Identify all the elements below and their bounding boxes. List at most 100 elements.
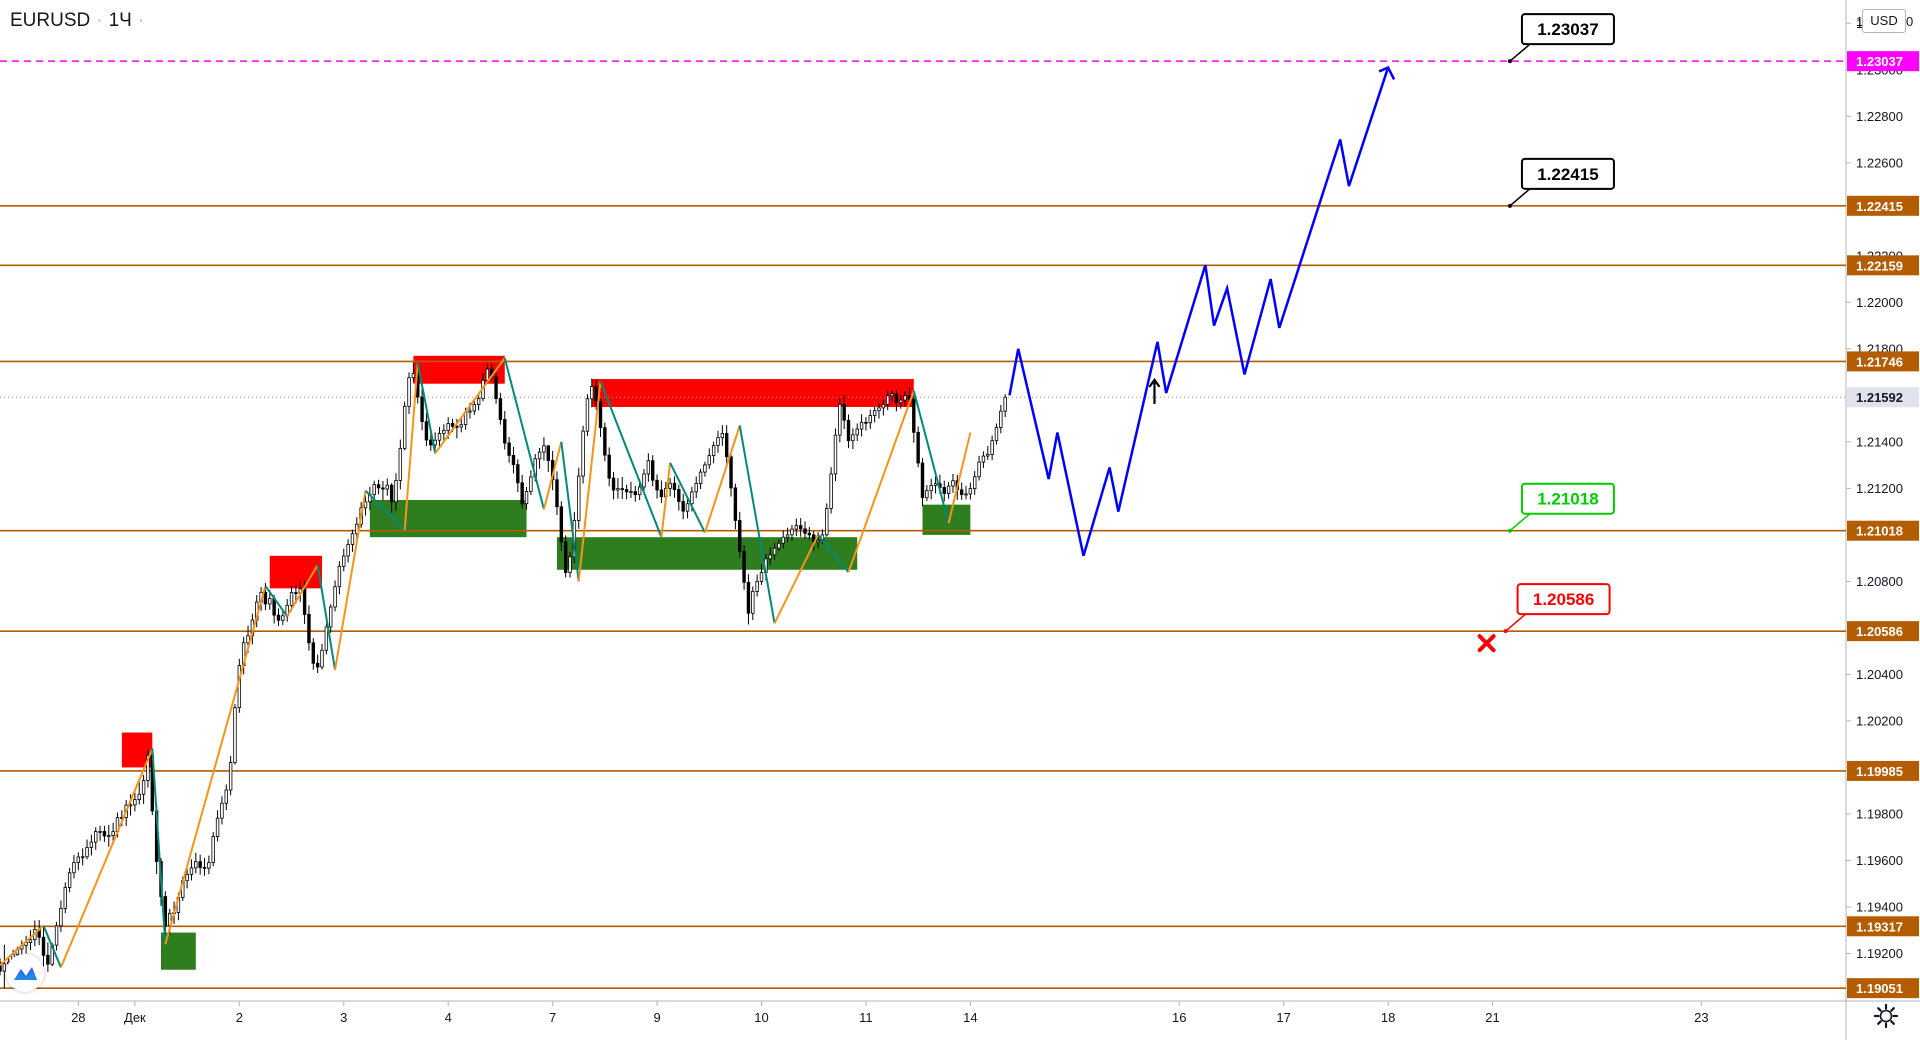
candle bbox=[85, 839, 89, 860]
candle-body bbox=[677, 489, 681, 502]
candle bbox=[220, 796, 224, 825]
candle-body bbox=[807, 532, 812, 536]
zigzag-segment bbox=[286, 564, 319, 617]
price-axis-label: 1.19200 bbox=[1856, 946, 1903, 961]
candle-body bbox=[977, 461, 981, 478]
candle bbox=[885, 391, 890, 411]
candle-body bbox=[668, 482, 672, 489]
candle-body bbox=[964, 493, 968, 496]
candle-body bbox=[41, 936, 46, 956]
candle-body bbox=[194, 861, 198, 869]
candle-body bbox=[629, 491, 633, 494]
candle-body bbox=[872, 410, 877, 416]
candle-body bbox=[981, 455, 986, 463]
candle bbox=[999, 404, 1003, 434]
price-axis-label: 1.19400 bbox=[1856, 899, 1903, 914]
candle-body bbox=[798, 525, 803, 530]
candle bbox=[959, 482, 964, 500]
time-axis-label: 2 bbox=[236, 1010, 243, 1025]
candle-body bbox=[568, 556, 572, 573]
level-price-tag-label: 1.21746 bbox=[1856, 354, 1903, 369]
candle-body bbox=[838, 404, 842, 436]
level-price-tag bbox=[1847, 978, 1919, 999]
time-axis-label: 21 bbox=[1485, 1010, 1499, 1025]
candle-body bbox=[603, 427, 607, 456]
callout-pointer bbox=[1509, 188, 1531, 207]
stop-cross-icon bbox=[1477, 634, 1496, 653]
candle bbox=[333, 580, 337, 612]
candle bbox=[189, 859, 194, 881]
candle bbox=[568, 552, 572, 578]
candle bbox=[581, 425, 585, 484]
candle bbox=[289, 586, 294, 612]
candle-body bbox=[315, 662, 320, 668]
candle bbox=[611, 471, 616, 500]
tradingview-logo-icon[interactable] bbox=[6, 954, 44, 992]
candle bbox=[624, 484, 629, 500]
candle-body bbox=[263, 591, 268, 605]
candle-body bbox=[790, 528, 794, 536]
candle-body bbox=[215, 817, 220, 837]
time-axis-label: 3 bbox=[340, 1010, 347, 1025]
candle-body bbox=[363, 501, 368, 509]
callout-anchor bbox=[1507, 528, 1512, 533]
candle bbox=[977, 455, 981, 481]
candle bbox=[507, 436, 511, 463]
candle-body bbox=[703, 464, 707, 473]
candle bbox=[964, 485, 968, 500]
candle-body bbox=[233, 707, 237, 763]
time-axis-label: 14 bbox=[963, 1010, 977, 1025]
candle bbox=[411, 362, 416, 383]
candle-body bbox=[228, 762, 233, 791]
zigzag-segment bbox=[669, 462, 706, 534]
zigzag-segment bbox=[434, 357, 506, 455]
candle-body bbox=[994, 427, 999, 442]
candle-body bbox=[624, 489, 629, 493]
candle-body bbox=[581, 430, 585, 477]
candle bbox=[315, 654, 320, 674]
candle bbox=[655, 474, 659, 499]
candle-body bbox=[476, 398, 481, 406]
price-axis-label: 1.21400 bbox=[1856, 434, 1903, 449]
candle-body bbox=[2, 963, 7, 972]
candle-body bbox=[711, 444, 716, 456]
candle bbox=[694, 476, 698, 499]
candle bbox=[546, 445, 550, 472]
candle-body bbox=[616, 488, 620, 491]
zigzag-overlay bbox=[0, 357, 972, 968]
candle-body bbox=[637, 486, 642, 496]
candle-body bbox=[912, 398, 916, 433]
price-axis-label: 0 bbox=[1906, 14, 1913, 29]
candle bbox=[590, 378, 594, 408]
candle bbox=[59, 900, 63, 932]
candle bbox=[102, 825, 107, 842]
time-axis-label: 11 bbox=[859, 1010, 873, 1025]
candle-body bbox=[389, 484, 394, 503]
candle-body bbox=[220, 802, 224, 819]
candle bbox=[537, 447, 542, 469]
currency-button[interactable]: USD bbox=[1862, 9, 1906, 33]
candle bbox=[598, 397, 603, 437]
target-price-tag bbox=[1847, 51, 1919, 72]
candle-body bbox=[781, 536, 785, 544]
candle-body bbox=[320, 649, 324, 668]
candle bbox=[407, 372, 411, 414]
gear-icon[interactable] bbox=[1872, 1002, 1900, 1030]
candle bbox=[72, 854, 76, 879]
price-axis-label: 1.19600 bbox=[1856, 853, 1903, 868]
candle-body bbox=[611, 477, 616, 491]
candle bbox=[616, 478, 620, 499]
candle bbox=[738, 511, 742, 558]
candle-body bbox=[294, 592, 298, 594]
candle bbox=[559, 501, 564, 551]
candle-body bbox=[0, 962, 2, 972]
candle bbox=[946, 482, 951, 499]
candle bbox=[659, 480, 664, 504]
candle bbox=[329, 604, 333, 633]
candle-body bbox=[681, 500, 685, 512]
zigzag-segment bbox=[164, 585, 267, 945]
candle-body bbox=[946, 485, 951, 494]
candle bbox=[807, 526, 812, 541]
